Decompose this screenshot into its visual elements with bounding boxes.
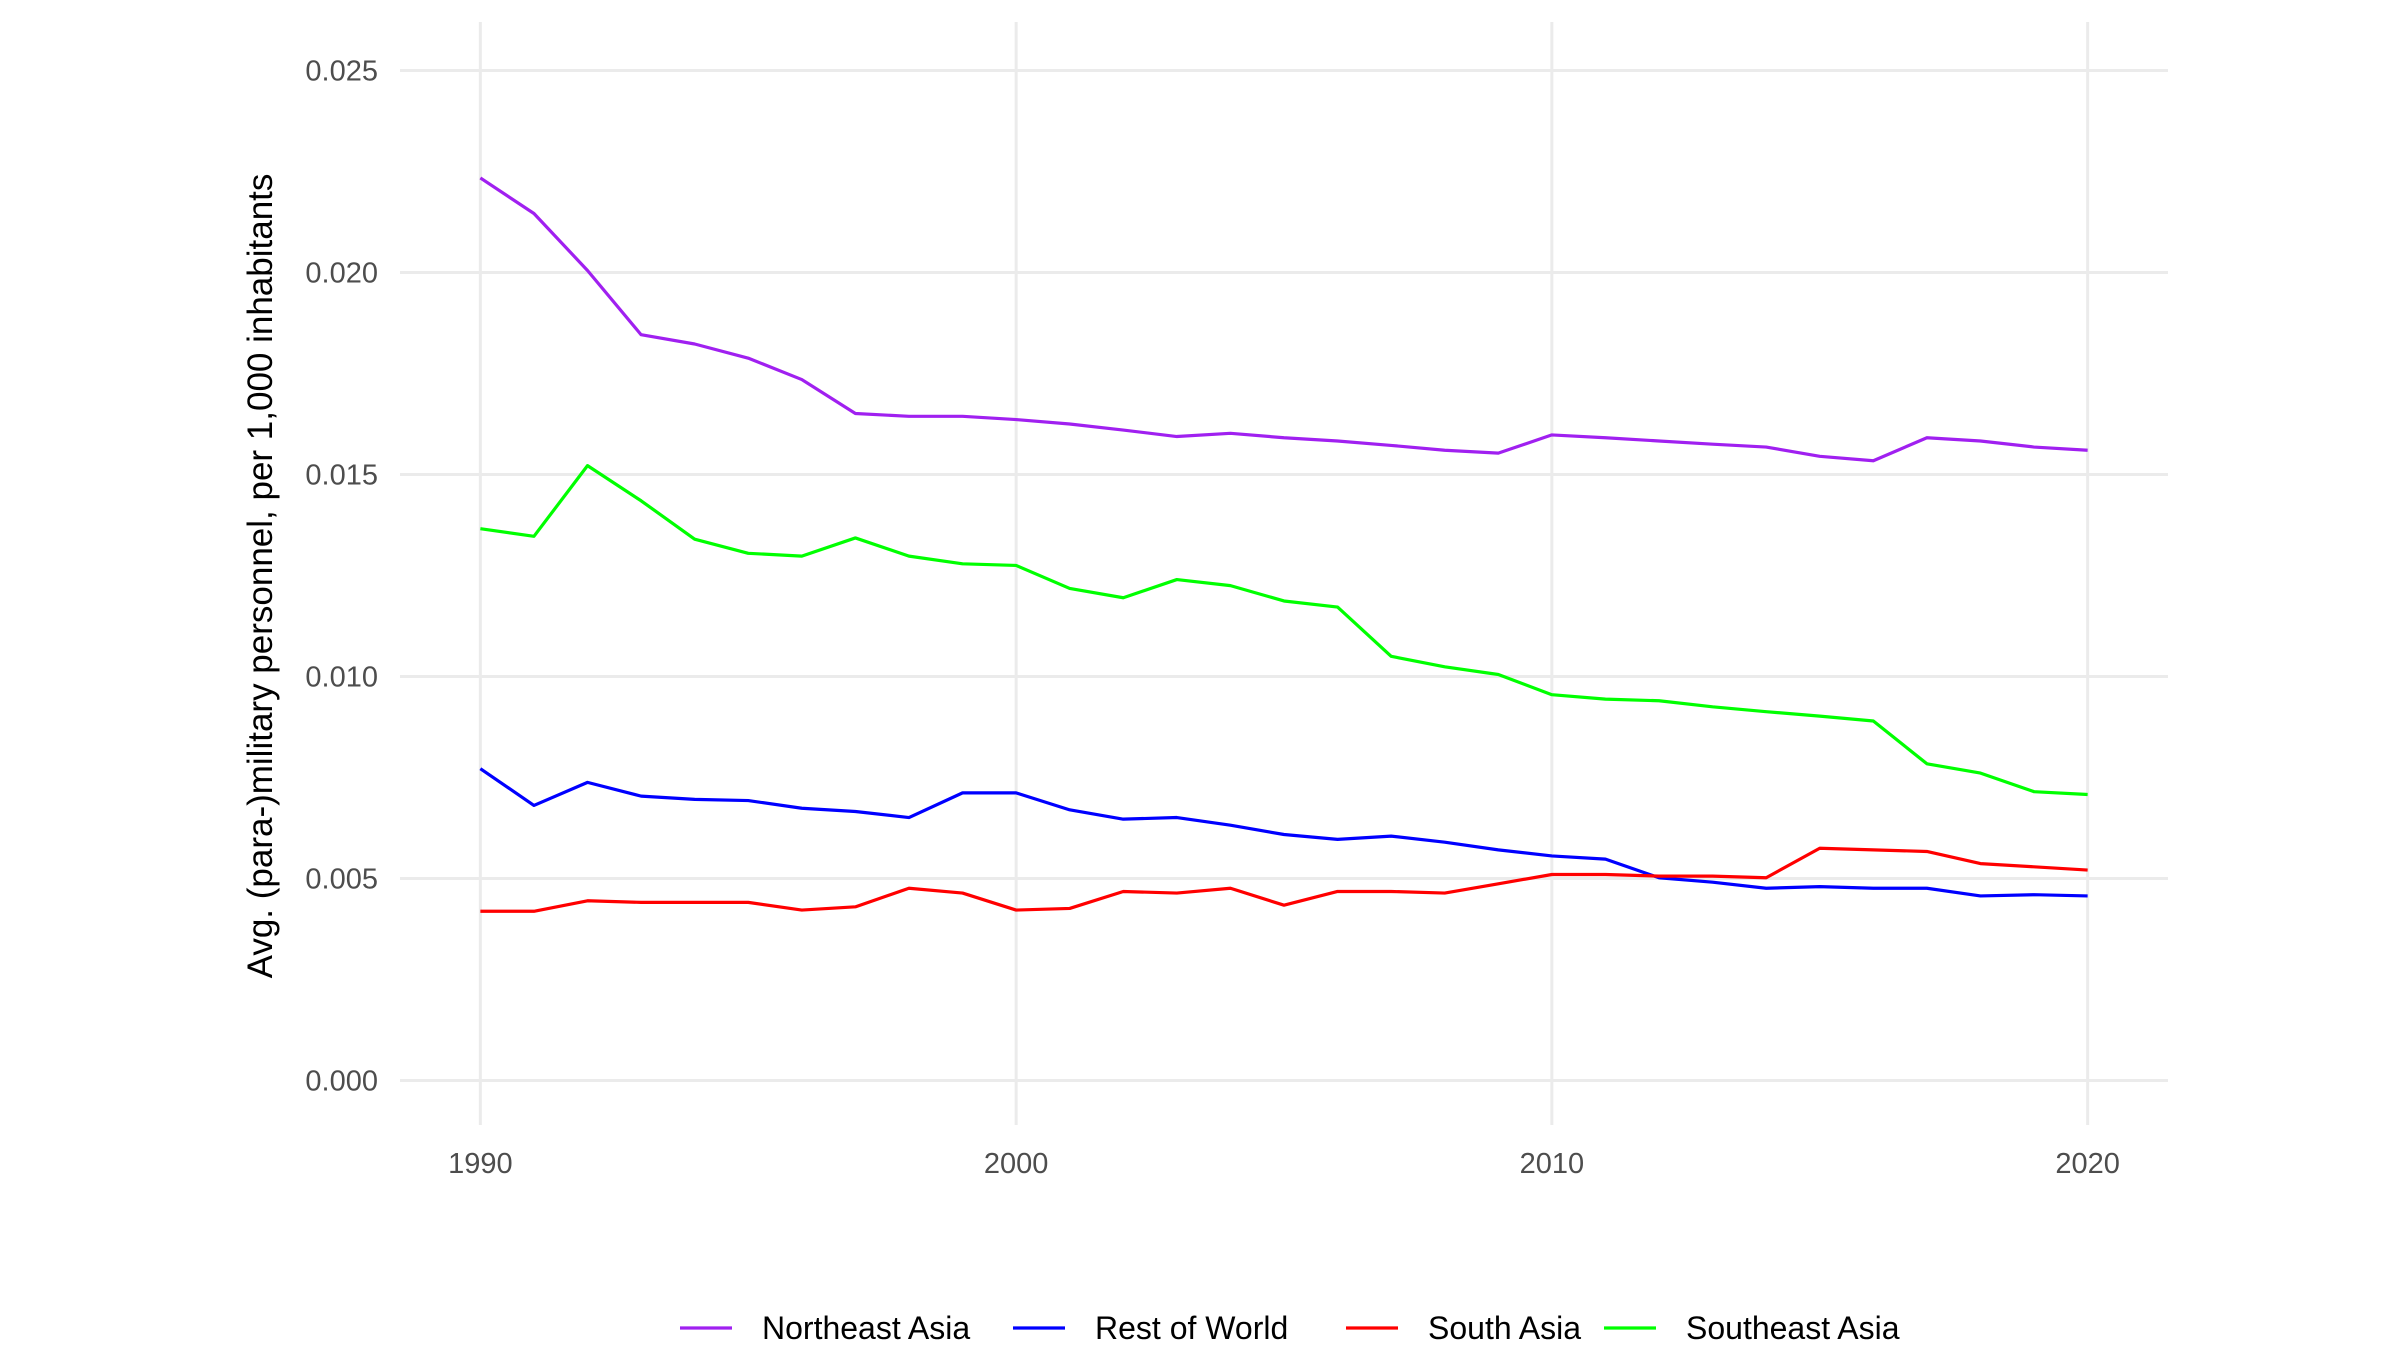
legend-item: Southeast Asia [1604,1310,1900,1346]
x-tick-label: 2020 [2055,1148,2120,1180]
legend: Northeast Asia Rest of World South Asia Sou… [680,1310,1900,1346]
legend-label: Southeast Asia [1686,1310,1900,1346]
legend-item: Northeast Asia [680,1310,970,1346]
y-tick-label: 0.020 [305,257,378,289]
series-lines [479,176,2088,913]
y-tick-label: 0.005 [305,864,378,896]
series-line-southeast-asia [480,464,2088,797]
y-axis-ticks: 0.000 0.005 0.010 0.015 0.020 0.025 [305,55,378,1097]
y-tick-label: 0.025 [305,55,378,87]
x-axis-ticks: 1990 2000 2010 2020 [448,1148,2120,1180]
x-tick-label: 2000 [984,1148,1049,1180]
x-tick-label: 2010 [1520,1148,1585,1180]
series-line-northeast-asia [479,176,2088,463]
legend-label: Northeast Asia [762,1310,970,1346]
y-tick-label: 0.010 [305,662,378,694]
y-tick-label: 0.015 [305,460,378,492]
legend-item: Rest of World [1013,1310,1288,1346]
x-tick-label: 1990 [448,1148,513,1180]
grid [400,22,2168,1125]
legend-item: South Asia [1346,1310,1581,1346]
y-tick-label: 0.000 [305,1066,378,1098]
y-axis-title: Avg. (para-)military personnel, per 1,00… [241,174,280,979]
series-line-rest-of-world [479,767,2088,898]
legend-label: South Asia [1428,1310,1581,1346]
legend-label: Rest of World [1095,1310,1288,1346]
series-line-south-asia [480,846,2088,913]
